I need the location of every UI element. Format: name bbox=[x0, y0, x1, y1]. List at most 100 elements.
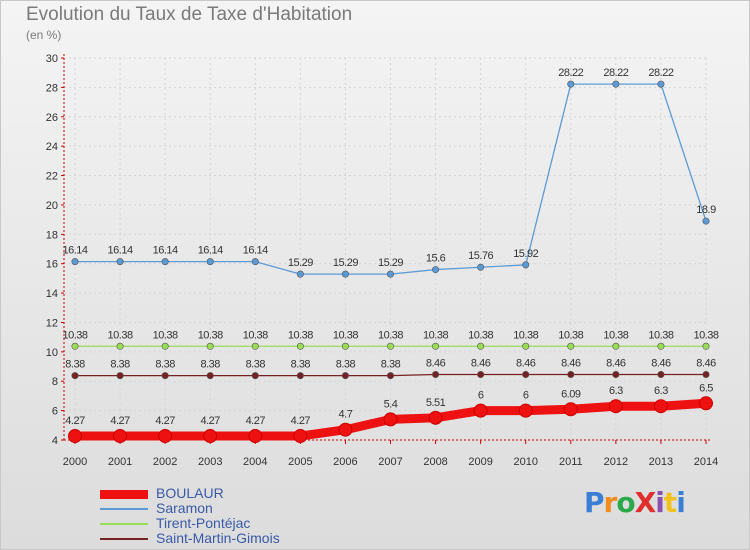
data-point bbox=[522, 342, 530, 350]
data-label: 15.29 bbox=[288, 257, 313, 269]
data-label: 8.46 bbox=[606, 357, 626, 369]
data-point bbox=[699, 396, 713, 411]
data-label: 6 bbox=[478, 390, 484, 402]
legend-label: BOULAUR bbox=[156, 485, 224, 501]
series-saramon bbox=[71, 80, 710, 278]
y-tick-label: 4 bbox=[52, 435, 58, 447]
y-tick-label: 18 bbox=[46, 229, 58, 241]
data-label: 16.14 bbox=[198, 245, 223, 257]
data-label: 10.38 bbox=[153, 329, 178, 341]
legend-swatch bbox=[100, 538, 148, 540]
data-label: 8.38 bbox=[110, 359, 130, 371]
data-point bbox=[251, 258, 259, 266]
data-label: 16.14 bbox=[62, 245, 87, 257]
data-point bbox=[702, 217, 710, 225]
data-label: 28.22 bbox=[558, 67, 583, 79]
data-point bbox=[386, 372, 394, 380]
data-label: 10.38 bbox=[198, 329, 223, 341]
data-label: 8.38 bbox=[201, 359, 221, 371]
data-point bbox=[341, 270, 349, 278]
data-point bbox=[428, 410, 443, 425]
data-label: 5.51 bbox=[426, 397, 446, 409]
data-label: 6.09 bbox=[561, 388, 581, 400]
data-label: 4.7 bbox=[339, 409, 353, 421]
data-label: 16.14 bbox=[108, 245, 133, 257]
data-label: 18.9 bbox=[696, 204, 716, 216]
data-label: 10.38 bbox=[468, 329, 493, 341]
data-label: 10.38 bbox=[423, 329, 448, 341]
data-point bbox=[612, 80, 620, 88]
logo-letter: X bbox=[634, 486, 657, 519]
axes: 4 6 8 10 12 14 16 18 20 22 24 26 28 30 2000 2001 2002 200… bbox=[46, 53, 718, 468]
data-label: 15.92 bbox=[513, 248, 538, 260]
legend-swatch bbox=[100, 490, 148, 499]
logo-letter: P bbox=[584, 486, 605, 519]
x-tick-label: 2002 bbox=[153, 456, 177, 468]
data-point bbox=[116, 258, 124, 266]
y-tick-label: 20 bbox=[46, 200, 58, 212]
data-label: 15.29 bbox=[333, 257, 358, 269]
data-point bbox=[296, 270, 304, 278]
legend-item: Saint-Martin-Gimois bbox=[100, 530, 340, 546]
data-label: 28.22 bbox=[603, 67, 628, 79]
legend-label: Saint-Martin-Gimois bbox=[156, 530, 280, 546]
y-tick-label: 12 bbox=[46, 317, 58, 329]
data-point bbox=[116, 372, 124, 380]
data-point bbox=[608, 399, 623, 414]
y-tick-label: 28 bbox=[46, 82, 58, 94]
data-label: 6.5 bbox=[699, 382, 713, 394]
logo-letter: r bbox=[603, 486, 618, 519]
data-label: 15.76 bbox=[468, 250, 493, 262]
legend-label: Tirent-Pontéjac bbox=[156, 515, 251, 531]
y-tick-label: 24 bbox=[46, 141, 58, 153]
data-point bbox=[161, 372, 169, 380]
legend-swatch bbox=[100, 508, 148, 510]
x-tick-label: 2005 bbox=[288, 456, 312, 468]
logo-letter: i bbox=[676, 486, 686, 519]
data-point bbox=[113, 429, 128, 444]
x-tick-label: 2014 bbox=[694, 456, 718, 468]
data-label: 16.14 bbox=[243, 245, 268, 257]
data-label: 10.38 bbox=[62, 329, 87, 341]
x-tick-label: 2001 bbox=[108, 456, 132, 468]
legend-item: BOULAUR bbox=[100, 485, 340, 501]
data-point bbox=[251, 342, 259, 350]
data-point bbox=[116, 342, 124, 350]
data-label: 8.38 bbox=[155, 359, 175, 371]
chart-title: Evolution du Taux de Taxe d'Habitation bbox=[26, 4, 353, 25]
data-point bbox=[657, 80, 665, 88]
x-tick-label: 2004 bbox=[243, 456, 267, 468]
data-label: 8.46 bbox=[426, 357, 446, 369]
data-label: 10.38 bbox=[648, 329, 673, 341]
data-point bbox=[383, 412, 398, 427]
data-point bbox=[567, 342, 575, 350]
y-tick-label: 30 bbox=[46, 53, 58, 65]
y-tick-label: 10 bbox=[46, 347, 58, 359]
data-point bbox=[657, 370, 665, 378]
data-point bbox=[206, 258, 214, 266]
legend-item: Saramon bbox=[100, 500, 340, 516]
x-tick-label: 2010 bbox=[513, 456, 537, 468]
series-boulaur bbox=[68, 396, 713, 444]
x-tick-label: 2012 bbox=[604, 456, 628, 468]
y-tick-label: 22 bbox=[46, 171, 58, 183]
x-tick-label: 2000 bbox=[63, 456, 87, 468]
data-label: 4.27 bbox=[65, 415, 85, 427]
data-point bbox=[341, 342, 349, 350]
data-point bbox=[653, 399, 668, 414]
data-labels: 8.38 8.38 8.38 8.38 8.38 8.38 8.38 8.38 8.46 8.46… bbox=[62, 67, 719, 427]
data-label: 5.4 bbox=[384, 398, 398, 410]
series-tirent-pont-jac bbox=[71, 342, 710, 350]
data-label: 8.38 bbox=[65, 359, 85, 371]
legend-label: Saramon bbox=[156, 500, 213, 516]
data-point bbox=[477, 263, 485, 271]
data-label: 4.27 bbox=[201, 415, 221, 427]
data-label: 10.38 bbox=[333, 329, 358, 341]
data-label: 8.38 bbox=[291, 359, 311, 371]
data-label: 15.29 bbox=[378, 257, 403, 269]
y-tick-label: 26 bbox=[46, 112, 58, 124]
data-label: 8.38 bbox=[246, 359, 266, 371]
series-saint-martin-gimois bbox=[71, 370, 710, 380]
data-point bbox=[657, 342, 665, 350]
